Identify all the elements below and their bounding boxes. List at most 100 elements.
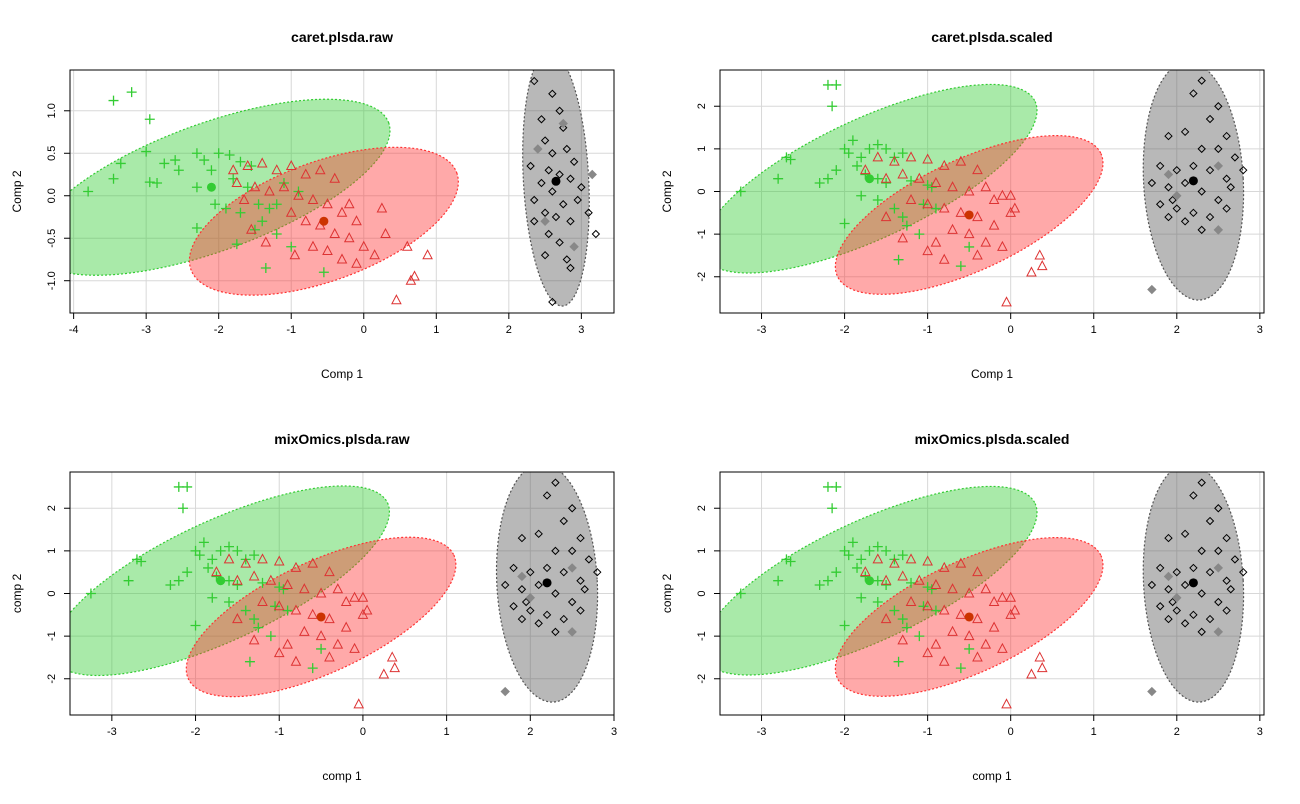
x-tick-label: -1	[274, 726, 284, 738]
data-point-diamond	[526, 567, 535, 577]
data-point-triangle	[324, 613, 335, 624]
data-point-triangle	[343, 232, 355, 243]
y-axis: -2 -1 0 1 2	[696, 505, 720, 684]
data-point-plus	[906, 577, 917, 588]
data-point-triangle	[340, 595, 352, 607]
data-point-plus	[831, 481, 842, 492]
data-point-diamond	[1180, 178, 1190, 188]
x-tick-label: -1	[286, 324, 296, 336]
data-point-triangle	[930, 578, 942, 589]
data-point-triangle	[872, 553, 884, 564]
x-tick-label: 1	[1091, 324, 1097, 336]
data-point-triangle	[273, 647, 285, 658]
data-point-diamond	[530, 195, 539, 205]
data-point-diamond	[548, 297, 557, 307]
data-point-triangle	[938, 604, 950, 615]
data-point-plus	[199, 155, 210, 166]
x-tick-label: -1	[923, 726, 933, 738]
data-point-plus	[191, 182, 202, 193]
data-point-plus	[257, 577, 268, 588]
data-point-triangle	[860, 566, 871, 577]
data-point-triangle	[905, 553, 917, 564]
data-point-diamond	[1205, 114, 1215, 124]
data-point-triangle	[405, 274, 417, 285]
x-tick-label: 2	[527, 726, 533, 738]
data-point-plus	[897, 550, 908, 561]
data-point-diamond	[1205, 567, 1215, 577]
data-point-triangle	[332, 583, 344, 594]
data-point-plus	[83, 186, 94, 197]
x-tick-label: 0	[1008, 726, 1014, 738]
y-tick-label: -0.5	[46, 229, 58, 248]
data-point-plus	[893, 254, 904, 265]
data-point-diamond	[567, 546, 577, 556]
data-point-diamond	[544, 166, 553, 175]
data-point-plus	[224, 541, 235, 552]
x-tick-label: -3	[107, 726, 117, 738]
data-point-triangle	[293, 189, 304, 200]
chart-svg: caret.plsda.raw -4 -3 -2 -1 0 1 2 3 -1.0 -0.5 0.0 0.…	[10, 29, 615, 381]
data-point-diamond	[1214, 504, 1223, 513]
data-point-plus	[926, 182, 937, 193]
data-point-diamond	[1197, 546, 1206, 556]
data-point-triangle	[997, 591, 1008, 602]
data-point-diamond	[1222, 131, 1231, 141]
data-point-triangle	[391, 294, 402, 305]
data-point-triangle	[273, 555, 285, 566]
data-point-plus	[249, 614, 260, 625]
data-point-triangle	[963, 228, 975, 239]
data-point-diamond	[1222, 204, 1231, 213]
chart-svg: caret.plsda.scaled -3 -2 -1 0 1 2 3 -2 -1 0 1 2 Comp …	[660, 29, 1265, 381]
data-point-plus	[271, 199, 282, 210]
data-point-triangle	[248, 570, 260, 581]
y-tick-label: 0.0	[46, 188, 58, 203]
data-point-diamond	[1222, 576, 1231, 585]
data-point-triangle	[240, 557, 252, 568]
data-point-plus	[242, 182, 253, 193]
data-point-diamond	[1189, 491, 1198, 500]
data-point-plus	[843, 148, 854, 159]
data-point-diamond	[551, 546, 560, 556]
data-point-plus	[897, 614, 908, 625]
data-point-diamond	[1147, 178, 1157, 188]
data-point-triangle	[315, 587, 327, 598]
data-point-triangle	[1009, 202, 1021, 213]
data-point-triangle	[897, 232, 909, 243]
data-point-plus	[194, 550, 205, 561]
data-point-triangle	[361, 604, 373, 615]
data-point-diamond	[1197, 76, 1206, 85]
data-point-triangle	[922, 647, 933, 658]
data-point-triangle	[322, 198, 333, 209]
data-point-plus	[257, 216, 268, 227]
data-point-diamond	[530, 76, 539, 86]
data-point-diamond	[1189, 610, 1198, 620]
data-point-triangle	[860, 164, 871, 175]
data-point-diamond	[1164, 183, 1173, 192]
ellipses	[720, 70, 1245, 301]
data-point-triangle	[376, 202, 388, 213]
data-point-diamond	[509, 602, 518, 611]
x-axis: -3 -2 -1 0 1 2 3	[107, 715, 617, 738]
data-point-diamond	[1155, 602, 1165, 611]
data-point-triangle	[980, 638, 992, 649]
chart-title: mixOmics.plsda.raw	[274, 431, 410, 447]
data-point-plus	[173, 165, 184, 176]
y-tick-label: 2	[696, 505, 708, 511]
x-tick-label: -3	[141, 324, 151, 336]
data-point-triangle	[340, 621, 352, 632]
data-point-diamond	[1197, 478, 1206, 487]
data-point-plus	[203, 562, 214, 573]
data-point-plus	[889, 605, 900, 616]
y-tick-label: 1	[696, 548, 708, 554]
data-point-diamond	[559, 614, 568, 624]
data-point-plus	[856, 190, 867, 201]
data-point-diamond	[1180, 217, 1190, 226]
y-tick-label: -1.0	[46, 271, 58, 290]
data-point-diamond	[1189, 208, 1198, 218]
data-point-plus	[839, 620, 850, 631]
data-point-plus	[177, 503, 188, 514]
data-point-triangle	[972, 211, 983, 222]
data-point-plus	[136, 556, 147, 567]
data-point-triangle	[409, 270, 420, 281]
data-point-plus	[144, 177, 155, 188]
